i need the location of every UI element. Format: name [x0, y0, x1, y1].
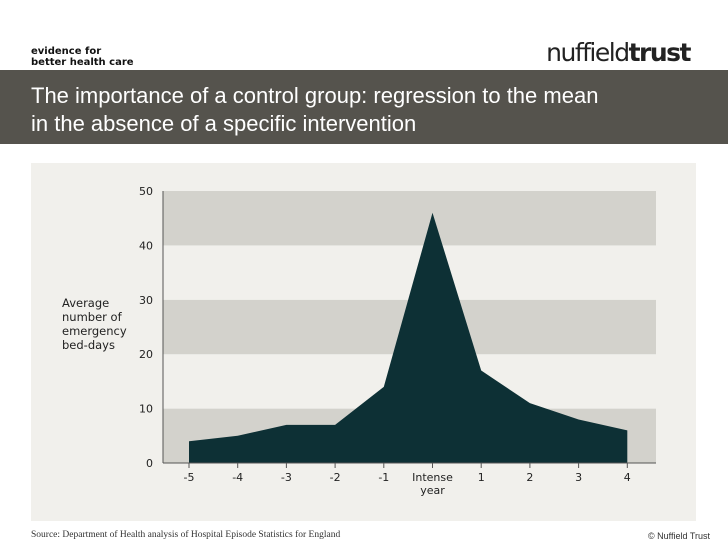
y-tick-label: 10 [139, 403, 153, 416]
logo-part-2: trust [628, 38, 692, 67]
area-series [189, 212, 628, 463]
x-tick-label: -2 [330, 471, 341, 484]
y-axis-label: Average number of emergency bed-days [62, 296, 127, 352]
y-axis-label-line-2: number of [62, 310, 122, 324]
logo-part-1: nuffield [546, 38, 630, 67]
slide-title-line-2: in the absence of a specific interventio… [31, 111, 417, 136]
x-tick-label: year [420, 484, 445, 497]
copyright-note: © Nuffield Trust [648, 531, 710, 541]
tagline-line-1: evidence for [31, 46, 102, 57]
x-tick-label: -4 [232, 471, 243, 484]
nuffield-trust-logo: nuffieldtrust [546, 38, 692, 67]
tagline-line-2: better health care [31, 57, 134, 68]
y-axis-label-line-1: Average [62, 296, 110, 310]
grid-band [163, 191, 656, 246]
x-tick-label: 3 [575, 471, 582, 484]
x-tick-label: 2 [526, 471, 533, 484]
x-tick-label: -3 [281, 471, 292, 484]
x-tick-label: 4 [624, 471, 631, 484]
title-bar [0, 70, 728, 144]
slide-title: The importance of a control group: regre… [31, 82, 598, 138]
y-tick-label: 30 [139, 294, 153, 307]
slide-title-line-1: The importance of a control group: regre… [31, 83, 599, 108]
x-tick-label: 1 [478, 471, 485, 484]
y-tick-label: 40 [139, 239, 153, 252]
grid-band [163, 245, 656, 300]
tagline: evidence for better health care [31, 46, 134, 68]
x-tick-label: -1 [378, 471, 389, 484]
y-tick-label: 20 [139, 348, 153, 361]
y-axis-label-line-3: emergency [62, 324, 127, 338]
source-note: Source: Department of Health analysis of… [31, 530, 341, 540]
y-tick-label: 0 [146, 457, 153, 470]
x-tick-label: -5 [184, 471, 195, 484]
y-tick-label: 50 [139, 185, 153, 198]
y-axis-label-line-4: bed-days [62, 338, 115, 352]
x-tick-label: Intense [412, 471, 453, 484]
